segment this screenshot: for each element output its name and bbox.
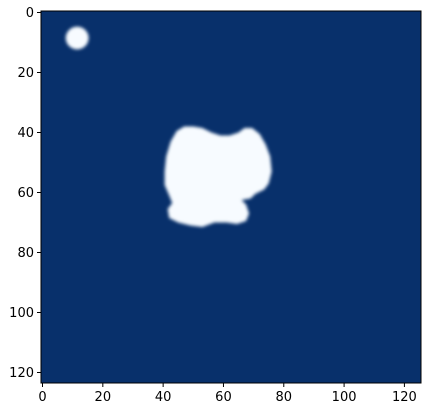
y-tick-label: 80 xyxy=(17,246,34,261)
axes-frame xyxy=(40,10,422,384)
y-tick-label: 40 xyxy=(17,126,34,141)
x-tick-label: 20 xyxy=(95,390,112,405)
large-blob xyxy=(164,126,272,227)
y-axis: 0 20 40 60 80 100 120 xyxy=(9,6,41,381)
y-tick-label: 0 xyxy=(26,6,34,21)
y-tick-label: 100 xyxy=(9,306,34,321)
plot-area xyxy=(41,11,421,383)
x-tick-label: 0 xyxy=(38,390,46,405)
small-blob xyxy=(65,26,89,50)
x-axis: 0 20 40 60 80 100 120 xyxy=(38,383,417,405)
x-tick-label: 40 xyxy=(155,390,172,405)
x-tick-label: 120 xyxy=(392,390,417,405)
y-tick-label: 20 xyxy=(17,66,34,81)
x-tick-label: 80 xyxy=(276,390,293,405)
y-tick-label: 120 xyxy=(9,366,34,381)
image-regions xyxy=(65,26,272,227)
y-tick-label: 60 xyxy=(17,186,34,201)
x-tick-label: 100 xyxy=(332,390,357,405)
x-tick-label: 60 xyxy=(215,390,232,405)
